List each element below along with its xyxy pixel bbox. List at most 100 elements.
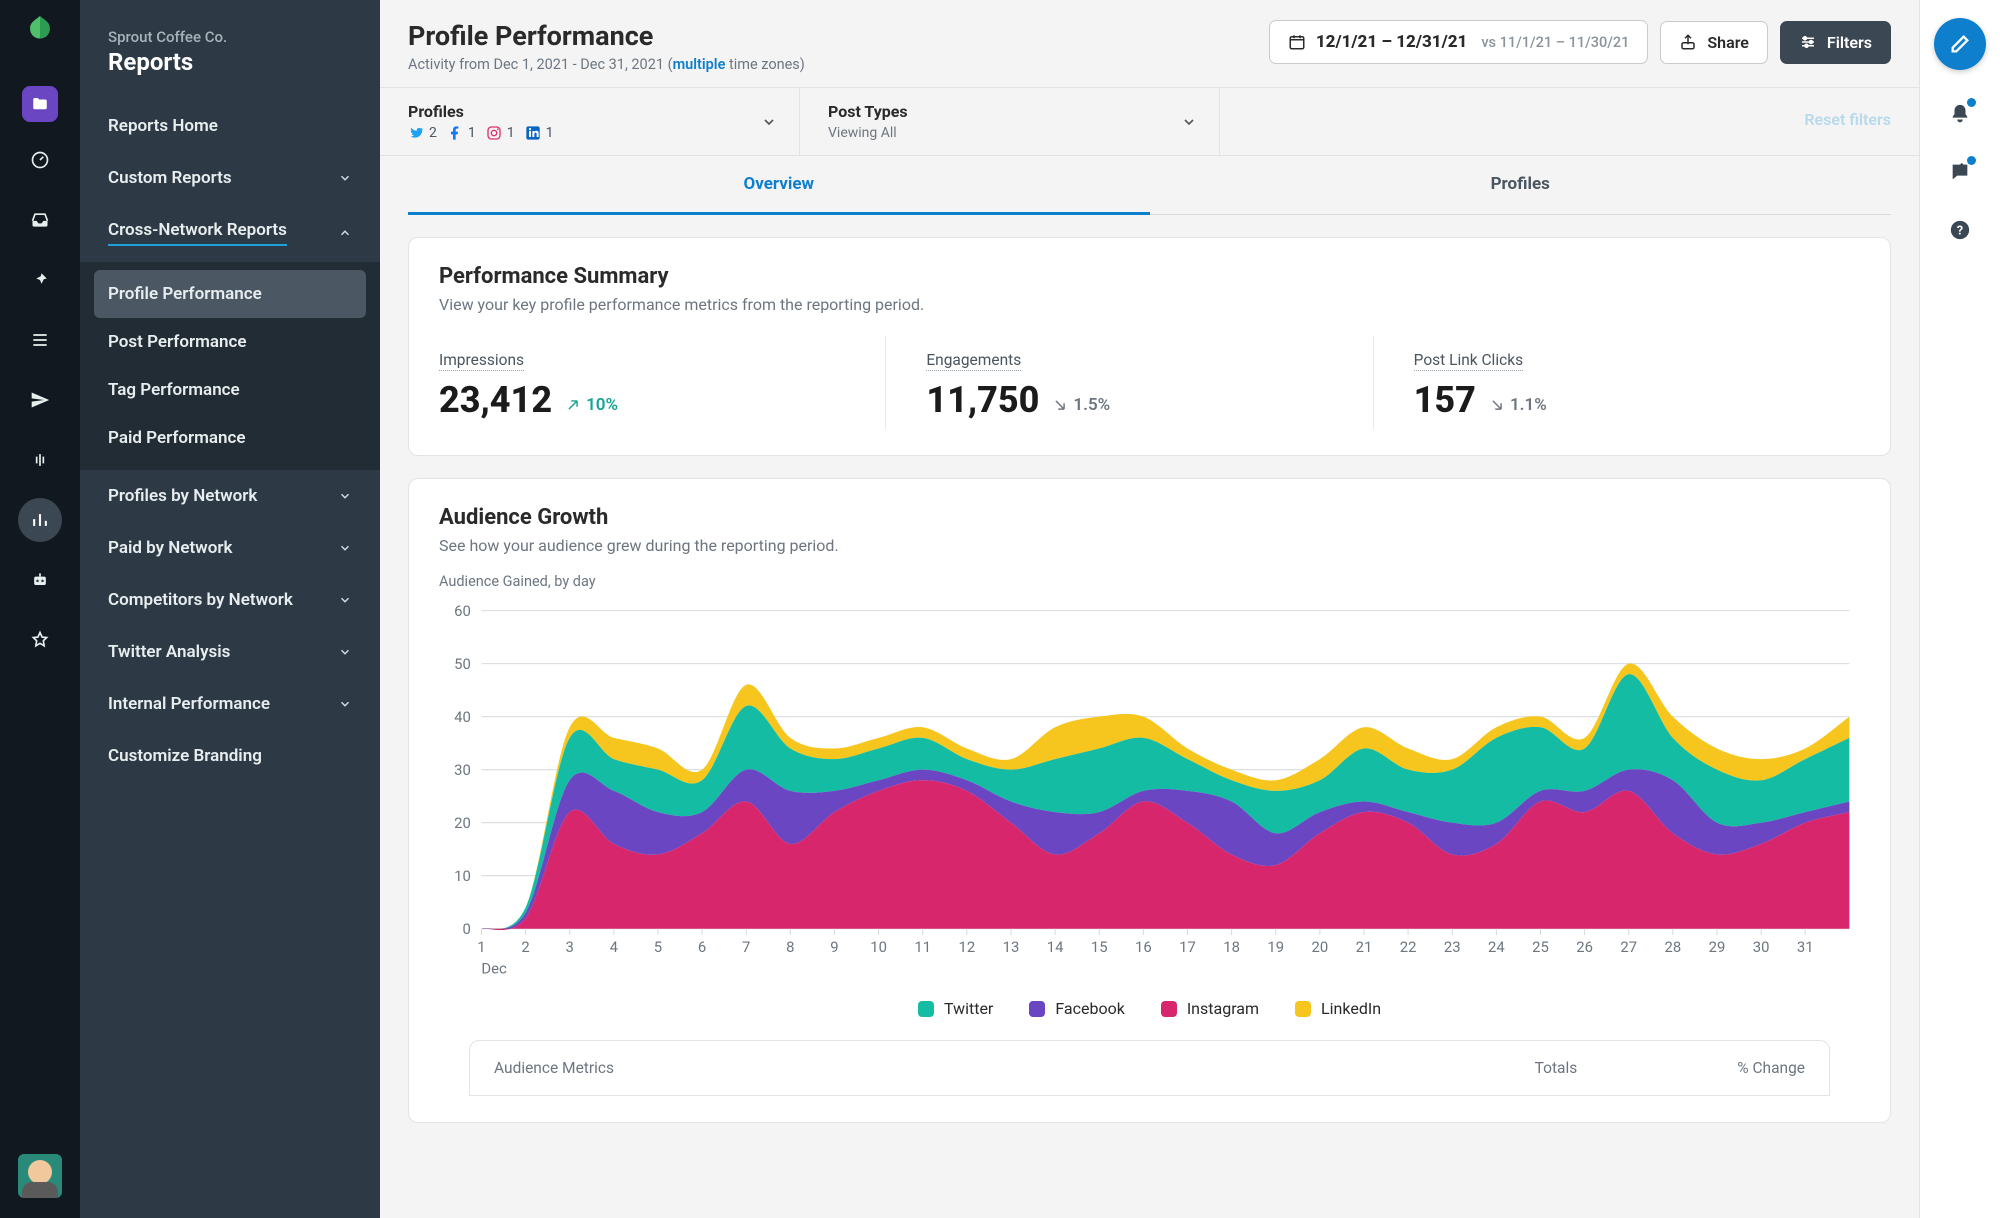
sidebar-custom-reports[interactable]: Custom Reports	[80, 152, 380, 204]
svg-text:17: 17	[1179, 938, 1196, 956]
summary-title: Performance Summary	[439, 264, 1860, 289]
legend-linkedin: LinkedIn	[1295, 999, 1381, 1018]
chevron-down-icon	[338, 489, 352, 503]
svg-text:18: 18	[1223, 938, 1240, 956]
sidebar-paid-network[interactable]: Paid by Network	[80, 522, 380, 574]
svg-text:24: 24	[1488, 938, 1505, 956]
performance-summary-card: Performance Summary View your key profil…	[408, 237, 1891, 456]
icon-rail	[0, 0, 80, 1218]
facebook-icon	[447, 125, 463, 141]
notifications-icon[interactable]	[1946, 100, 1974, 128]
chevron-down-icon	[761, 114, 777, 130]
svg-text:50: 50	[454, 654, 471, 672]
svg-text:1: 1	[477, 938, 485, 956]
svg-text:16: 16	[1135, 938, 1152, 956]
tab-profiles[interactable]: Profiles	[1150, 156, 1892, 214]
sidebar: Sprout Coffee Co. Reports Reports Home C…	[80, 0, 380, 1218]
svg-text:40: 40	[454, 707, 471, 725]
svg-text:3: 3	[566, 938, 574, 956]
nav-inbox-icon[interactable]	[18, 198, 62, 242]
svg-text:20: 20	[454, 813, 471, 831]
sidebar-paid-performance[interactable]: Paid Performance	[80, 414, 380, 462]
timezone-link[interactable]: multiple	[673, 56, 726, 73]
sidebar-internal[interactable]: Internal Performance	[80, 678, 380, 730]
svg-text:15: 15	[1091, 938, 1108, 956]
sidebar-cross-network[interactable]: Cross-Network Reports	[80, 204, 380, 262]
org-name: Sprout Coffee Co.	[108, 28, 352, 46]
svg-text:11: 11	[914, 938, 931, 956]
calendar-icon	[1288, 33, 1306, 51]
main: Profile Performance Activity from Dec 1,…	[380, 0, 1920, 1218]
svg-text:26: 26	[1576, 938, 1593, 956]
svg-text:31: 31	[1797, 938, 1814, 956]
svg-text:30: 30	[454, 760, 471, 778]
filter-profiles[interactable]: Profiles 2 1 1 1	[380, 88, 800, 155]
audience-growth-card: Audience Growth See how your audience gr…	[408, 478, 1891, 1124]
svg-text:9: 9	[830, 938, 838, 956]
svg-text:Dec: Dec	[481, 959, 507, 977]
right-rail: ?	[1920, 0, 2000, 1218]
chevron-up-icon	[338, 226, 352, 240]
nav-send-icon[interactable]	[18, 378, 62, 422]
user-avatar[interactable]	[18, 1154, 62, 1198]
reset-filters[interactable]: Reset filters	[1776, 88, 1919, 155]
arrow-down-icon	[1490, 398, 1504, 412]
nav-list-icon[interactable]	[18, 318, 62, 362]
svg-text:20: 20	[1312, 938, 1329, 956]
sidebar-competitors[interactable]: Competitors by Network	[80, 574, 380, 626]
arrow-down-icon	[1053, 398, 1067, 412]
summary-desc: View your key profile performance metric…	[439, 295, 1860, 314]
svg-text:27: 27	[1620, 938, 1637, 956]
filters-button[interactable]: Filters	[1780, 21, 1891, 64]
nav-folder-icon[interactable]	[22, 86, 58, 122]
sidebar-profile-performance[interactable]: Profile Performance	[94, 270, 366, 318]
audience-growth-chart: 0102030405060123456789101112131415161718…	[439, 600, 1860, 982]
chevron-down-icon	[338, 541, 352, 555]
svg-text:8: 8	[786, 938, 794, 956]
share-button[interactable]: Share	[1660, 21, 1768, 64]
svg-text:19: 19	[1267, 938, 1284, 956]
sidebar-subgroup: Profile Performance Post Performance Tag…	[80, 262, 380, 470]
compose-button[interactable]	[1934, 18, 1986, 70]
sidebar-profiles-network[interactable]: Profiles by Network	[80, 470, 380, 522]
nav-pin-icon[interactable]	[18, 258, 62, 302]
svg-text:22: 22	[1400, 938, 1417, 956]
sprout-logo[interactable]	[20, 10, 60, 50]
svg-text:29: 29	[1709, 938, 1726, 956]
page-subtitle: Activity from Dec 1, 2021 - Dec 31, 2021…	[408, 56, 805, 73]
svg-text:23: 23	[1444, 938, 1461, 956]
filter-post-types[interactable]: Post Types Viewing All	[800, 88, 1220, 155]
svg-text:28: 28	[1665, 938, 1682, 956]
chart-legend: Twitter Facebook Instagram LinkedIn	[439, 999, 1860, 1018]
svg-text:14: 14	[1047, 938, 1064, 956]
nav-star-icon[interactable]	[18, 618, 62, 662]
svg-text:6: 6	[698, 938, 706, 956]
chevron-down-icon	[338, 171, 352, 185]
section-title: Reports	[108, 48, 352, 76]
sidebar-reports-home[interactable]: Reports Home	[80, 100, 380, 152]
page-title: Profile Performance	[408, 20, 805, 52]
growth-title: Audience Growth	[439, 505, 1860, 530]
svg-text:5: 5	[654, 938, 662, 956]
svg-text:?: ?	[1957, 224, 1963, 239]
legend-facebook: Facebook	[1029, 999, 1124, 1018]
growth-desc: See how your audience grew during the re…	[439, 536, 1860, 555]
nav-gauge-icon[interactable]	[18, 138, 62, 182]
nav-audio-icon[interactable]	[18, 438, 62, 482]
sidebar-post-performance[interactable]: Post Performance	[80, 318, 380, 366]
feedback-icon[interactable]	[1946, 158, 1974, 186]
sidebar-tag-performance[interactable]: Tag Performance	[80, 366, 380, 414]
chevron-down-icon	[338, 593, 352, 607]
chevron-down-icon	[338, 645, 352, 659]
help-icon[interactable]: ?	[1946, 216, 1974, 244]
nav-bot-icon[interactable]	[18, 558, 62, 602]
share-icon	[1679, 33, 1697, 51]
tab-overview[interactable]: Overview	[408, 156, 1150, 215]
metric-clicks: Post Link Clicks 157 1.1%	[1373, 336, 1860, 429]
sidebar-twitter-analysis[interactable]: Twitter Analysis	[80, 626, 380, 678]
audience-table-header: Audience Metrics Totals% Change	[469, 1040, 1830, 1096]
sidebar-branding[interactable]: Customize Branding	[80, 730, 380, 782]
svg-text:2: 2	[521, 938, 529, 956]
nav-reports-icon[interactable]	[18, 498, 62, 542]
date-range-button[interactable]: 12/1/21 – 12/31/21 vs 11/1/21 – 11/30/21	[1269, 20, 1649, 64]
